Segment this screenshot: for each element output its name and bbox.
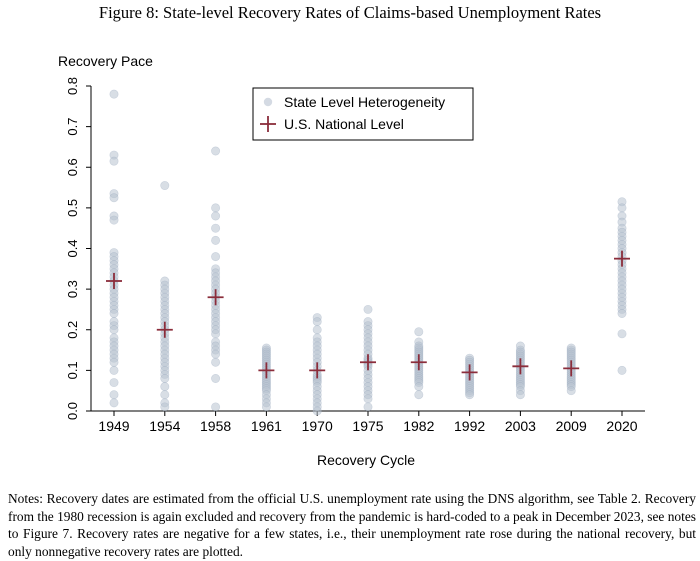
national-marker xyxy=(360,354,376,371)
state-point xyxy=(109,357,119,367)
x-tick-label: 1992 xyxy=(454,418,485,434)
state-point xyxy=(312,406,322,416)
legend-box xyxy=(252,87,474,141)
x-tick-label: 1958 xyxy=(200,418,231,434)
national-marker xyxy=(614,250,630,267)
national-marker xyxy=(309,362,326,379)
y-tick-label: 0.0 xyxy=(65,402,80,420)
y-tick-label: 0.3 xyxy=(65,280,80,298)
x-tick-label: 1975 xyxy=(352,418,383,434)
state-point xyxy=(211,329,221,339)
state-point xyxy=(160,382,170,392)
legend-state-marker xyxy=(263,97,273,107)
state-point xyxy=(109,378,119,388)
national-markers xyxy=(106,250,630,381)
figure-notes: Notes: Recovery dates are estimated from… xyxy=(8,491,696,559)
legend: State Level Heterogeneity U.S. National L… xyxy=(252,87,474,141)
state-point xyxy=(211,203,221,213)
x-tick-label: 2009 xyxy=(556,418,587,434)
state-point xyxy=(414,382,424,392)
state-point xyxy=(109,398,119,408)
y-tick-label: 0.6 xyxy=(65,158,80,176)
state-point xyxy=(617,308,627,318)
x-tick-label: 1949 xyxy=(98,418,129,434)
y-tick-label: 0.8 xyxy=(65,77,80,95)
axes: 0.0 0.1 0.2 0.3 0.4 0.5 0.6 0.7 0.8 1949 1954 1958 1… xyxy=(65,77,645,434)
state-point xyxy=(211,146,221,156)
state-point xyxy=(363,394,373,404)
state-point xyxy=(617,203,627,213)
national-marker xyxy=(512,358,529,375)
state-point xyxy=(211,223,221,233)
x-tick-label: 1970 xyxy=(302,418,333,434)
state-point xyxy=(211,349,221,359)
x-tick-label: 1954 xyxy=(149,418,180,434)
x-tick-label: 2020 xyxy=(606,418,637,434)
legend-national-label: U.S. National Level xyxy=(284,116,404,132)
state-point xyxy=(363,304,373,314)
scatter-chart: Recovery Pace Recovery Cycle 0.00.10.20.… xyxy=(58,53,645,468)
y-tick-label: 0.4 xyxy=(65,239,80,257)
y-tick-label: 0.7 xyxy=(65,118,80,136)
state-point xyxy=(363,402,373,412)
state-point xyxy=(109,215,119,225)
state-point xyxy=(617,365,627,375)
state-point xyxy=(312,317,322,327)
y-tick-label: 0.5 xyxy=(65,199,80,217)
national-marker xyxy=(410,354,427,371)
x-tick-label: 1982 xyxy=(403,418,434,434)
state-point xyxy=(261,402,271,412)
state-points xyxy=(109,89,627,416)
state-point xyxy=(465,390,475,400)
state-point xyxy=(160,390,170,400)
state-point xyxy=(211,252,221,262)
state-point xyxy=(211,402,221,412)
state-point xyxy=(109,156,119,166)
y-tick-label: 0.1 xyxy=(65,361,80,379)
state-point xyxy=(211,211,221,221)
state-point xyxy=(617,329,627,339)
y-tick-label: 0.2 xyxy=(65,321,80,339)
national-marker xyxy=(106,273,122,289)
national-marker xyxy=(258,362,275,379)
state-point xyxy=(211,235,221,245)
state-point xyxy=(312,325,322,335)
national-marker xyxy=(563,360,580,377)
state-point xyxy=(414,390,424,400)
national-marker xyxy=(461,364,478,381)
legend-state-label: State Level Heterogeneity xyxy=(284,94,445,110)
figure-title: Figure 8: State-level Recovery Rates of … xyxy=(98,3,602,22)
x-tick-label: 1961 xyxy=(251,418,282,434)
state-point xyxy=(515,390,525,400)
y-axis-label: Recovery Pace xyxy=(58,53,153,69)
state-point xyxy=(160,402,170,412)
state-point xyxy=(109,365,119,375)
state-point xyxy=(160,181,170,191)
state-point xyxy=(211,373,221,383)
state-point xyxy=(109,193,119,203)
x-axis-label: Recovery Cycle xyxy=(317,452,415,468)
state-point xyxy=(109,308,119,318)
state-point xyxy=(160,373,170,383)
state-point xyxy=(414,327,424,337)
state-point xyxy=(566,386,576,396)
national-marker xyxy=(207,289,224,306)
national-marker xyxy=(156,321,173,338)
x-tick-label: 2003 xyxy=(505,418,536,434)
state-point xyxy=(109,325,119,335)
state-point xyxy=(109,390,119,400)
state-point xyxy=(211,357,221,367)
state-point xyxy=(109,89,119,99)
